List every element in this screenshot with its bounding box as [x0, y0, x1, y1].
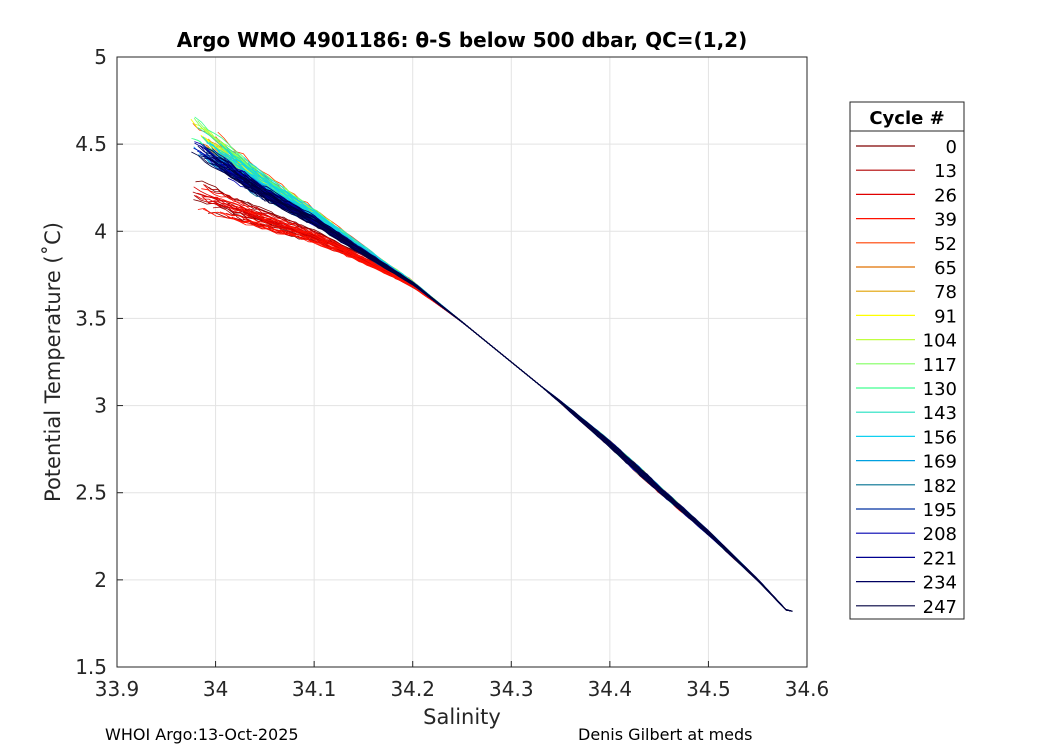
- legend-entry-label: 0: [946, 137, 957, 158]
- legend-entry-label: 13: [934, 161, 957, 182]
- legend-entry-label: 247: [923, 597, 957, 618]
- legend-entry-label: 130: [923, 379, 957, 400]
- y-tick-label: 2: [94, 568, 107, 592]
- x-tick-label: 34.1: [292, 677, 337, 701]
- footer-date: WHOI Argo:13-Oct-2025: [105, 725, 299, 744]
- legend-entry-label: 91: [934, 306, 957, 327]
- plot-area: 33.9 34 34.1 34.2 34.3 34.4 34.5 34.6 1.5 2 2.5 3 3.…: [75, 45, 829, 701]
- x-tick-label: 34.5: [686, 677, 731, 701]
- legend-entry-label: 52: [934, 234, 957, 255]
- x-tick-label: 34.4: [588, 677, 633, 701]
- x-tick-label: 34.2: [390, 677, 435, 701]
- legend-entry-label: 65: [934, 258, 957, 279]
- profile-line: [200, 156, 793, 612]
- legend-entry-label: 143: [923, 403, 957, 424]
- legend-entry-label: 26: [934, 185, 957, 206]
- legend-entry-label: 208: [923, 524, 957, 545]
- legend-entry-label: 104: [923, 331, 957, 352]
- footer-author: Denis Gilbert at meds: [578, 725, 753, 744]
- y-tick-label: 3: [94, 394, 107, 418]
- y-tick-label: 4: [94, 219, 107, 243]
- y-tick-label: 3.5: [75, 306, 107, 330]
- legend-entry-label: 195: [923, 500, 957, 521]
- legend-title: Cycle #: [869, 108, 944, 129]
- x-tick-label: 34.3: [489, 677, 534, 701]
- x-axis-label: Salinity: [423, 705, 501, 729]
- legend-entry-label: 78: [934, 282, 957, 303]
- legend-entry-label: 156: [923, 427, 957, 448]
- axes-box: [116, 56, 808, 668]
- x-tick-label: 33.9: [95, 677, 140, 701]
- profile-lines: [190, 116, 793, 612]
- legend-entry-label: 169: [923, 452, 957, 473]
- legend: Cycle #0 13 26 39 52 65 78 91 104 117 130 143 156 169…: [849, 101, 965, 620]
- y-tick-label: 2.5: [75, 481, 107, 505]
- legend-entry-label: 182: [923, 476, 957, 497]
- legend-entry-label: 221: [923, 548, 957, 569]
- legend-entry-label: 117: [923, 355, 957, 376]
- y-tick-label: 4.5: [75, 132, 107, 156]
- legend-entry-label: 39: [934, 210, 957, 231]
- y-tick-label: 1.5: [75, 655, 107, 679]
- legend-entry-label: 234: [923, 573, 957, 594]
- y-tick-label: 5: [94, 45, 107, 69]
- x-tick-label: 34: [203, 677, 228, 701]
- x-tick-label: 34.6: [785, 677, 830, 701]
- y-axis-label: Potential Temperature (˚C): [41, 222, 65, 502]
- chart-title: Argo WMO 4901186: θ-S below 500 dbar, QC…: [177, 28, 747, 52]
